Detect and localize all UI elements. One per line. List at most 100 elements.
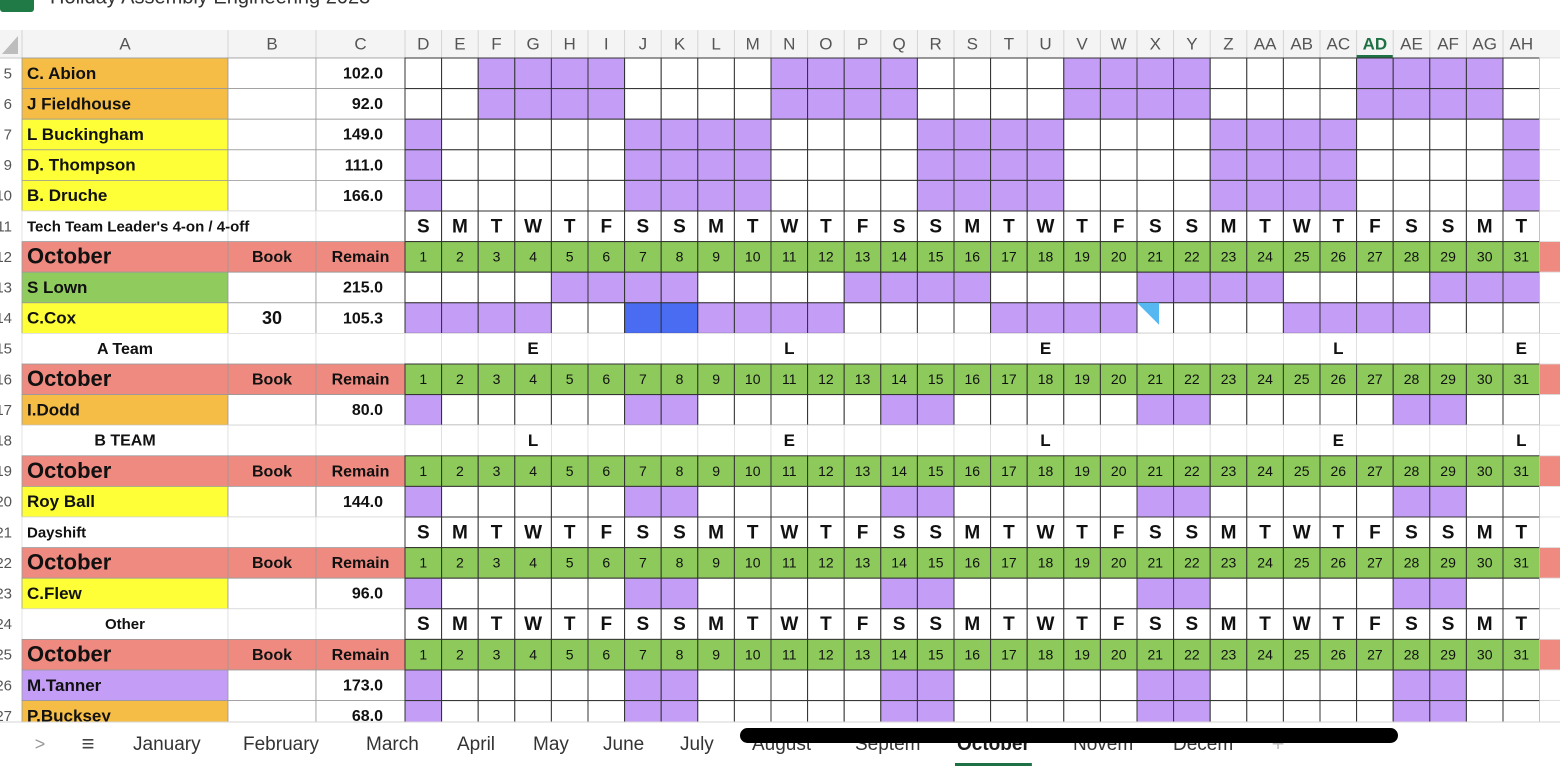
day-cell[interactable] (587, 210, 626, 243)
sheet-tab[interactable]: May (533, 734, 569, 755)
day-cell[interactable] (1209, 302, 1248, 334)
column-header[interactable]: G (526, 34, 539, 53)
day-cell[interactable] (660, 485, 699, 518)
day-cell[interactable] (1356, 271, 1394, 304)
day-cell[interactable] (1246, 271, 1284, 304)
day-cell[interactable] (1246, 88, 1284, 120)
day-cell[interactable] (843, 271, 882, 304)
day-cell[interactable] (1392, 271, 1431, 304)
day-cell[interactable] (1502, 241, 1541, 273)
day-cell[interactable] (1063, 118, 1101, 151)
day-cell[interactable] (880, 57, 918, 90)
day-cell[interactable] (1465, 455, 1504, 487)
day-cell[interactable] (1026, 485, 1065, 518)
day-cell[interactable] (1502, 516, 1541, 549)
day-cell[interactable] (807, 179, 845, 212)
cell[interactable] (227, 88, 317, 120)
column-header[interactable]: V (1076, 34, 1088, 53)
cell[interactable] (21, 332, 229, 365)
day-cell[interactable] (1026, 608, 1065, 640)
day-cell[interactable] (953, 363, 992, 396)
day-cell[interactable] (1209, 485, 1248, 518)
day-cell[interactable] (770, 179, 809, 212)
day-cell[interactable] (1465, 516, 1504, 549)
cell[interactable] (21, 271, 229, 304)
day-cell[interactable] (1282, 516, 1321, 549)
day-cell[interactable] (990, 638, 1028, 671)
day-cell[interactable] (441, 638, 479, 671)
day-cell[interactable] (1356, 149, 1394, 181)
day-cell[interactable] (1026, 210, 1065, 243)
day-cell[interactable] (770, 424, 808, 457)
day-cell[interactable] (404, 577, 443, 610)
cell[interactable] (21, 669, 229, 702)
day-cell[interactable] (1465, 394, 1504, 426)
day-cell[interactable] (477, 57, 516, 90)
day-cell[interactable] (441, 424, 479, 457)
day-cell[interactable] (953, 271, 992, 304)
column-header[interactable]: AG (1472, 34, 1497, 53)
day-cell[interactable] (404, 638, 443, 671)
day-cell[interactable] (477, 424, 516, 457)
column-header[interactable]: L (711, 34, 720, 53)
column-header[interactable]: I (604, 34, 609, 53)
day-cell[interactable] (733, 118, 772, 151)
day-cell[interactable] (1429, 608, 1467, 640)
day-cell[interactable] (733, 485, 772, 518)
day-cell[interactable] (953, 455, 992, 487)
day-cell[interactable] (843, 118, 882, 151)
day-cell[interactable] (660, 149, 699, 181)
day-cell[interactable] (953, 302, 992, 334)
day-cell[interactable] (624, 669, 662, 702)
day-cell[interactable] (404, 485, 443, 518)
day-cell[interactable] (1392, 332, 1431, 365)
day-cell[interactable] (1392, 57, 1431, 90)
day-cell[interactable] (1246, 149, 1284, 181)
day-cell[interactable] (514, 57, 552, 90)
day-cell[interactable] (843, 394, 882, 426)
day-cell[interactable] (1465, 363, 1504, 396)
cell[interactable] (315, 302, 406, 334)
day-cell[interactable] (477, 516, 516, 549)
day-cell[interactable] (587, 363, 626, 396)
day-cell[interactable] (953, 57, 992, 90)
day-cell[interactable] (550, 179, 589, 212)
day-cell[interactable] (1319, 210, 1358, 243)
day-cell[interactable] (624, 179, 662, 212)
cell[interactable] (315, 669, 406, 702)
cell[interactable] (227, 394, 317, 426)
cell[interactable] (21, 608, 229, 640)
day-cell[interactable] (990, 577, 1028, 610)
day-cell[interactable] (660, 241, 699, 273)
day-cell[interactable] (1136, 455, 1175, 487)
cell[interactable] (227, 547, 317, 579)
day-cell[interactable] (1429, 547, 1467, 579)
column-header[interactable]: K (674, 34, 686, 53)
day-cell[interactable] (990, 394, 1028, 426)
day-cell[interactable] (1356, 669, 1394, 702)
day-cell[interactable] (1209, 57, 1248, 90)
cell[interactable] (315, 577, 406, 610)
day-cell[interactable] (1282, 455, 1321, 487)
day-cell[interactable] (1246, 57, 1284, 90)
day-cell[interactable] (770, 57, 809, 90)
day-cell[interactable] (1209, 332, 1248, 365)
day-cell[interactable] (404, 424, 442, 457)
day-cell[interactable] (1100, 424, 1138, 457)
day-cell[interactable] (990, 88, 1028, 120)
day-cell[interactable] (697, 210, 735, 243)
day-cell[interactable] (807, 57, 845, 90)
day-cell[interactable] (624, 424, 662, 457)
day-cell[interactable] (404, 57, 443, 90)
cell[interactable] (227, 455, 317, 487)
day-cell[interactable] (843, 210, 882, 243)
day-cell[interactable] (1429, 210, 1467, 243)
day-cell[interactable] (1099, 577, 1138, 610)
day-cell[interactable] (404, 88, 443, 120)
day-cell[interactable] (1465, 271, 1504, 304)
day-cell[interactable] (404, 455, 443, 487)
day-cell[interactable] (990, 547, 1028, 579)
day-cell[interactable] (1246, 669, 1284, 702)
day-cell[interactable] (477, 485, 516, 518)
day-cell[interactable] (477, 547, 516, 579)
